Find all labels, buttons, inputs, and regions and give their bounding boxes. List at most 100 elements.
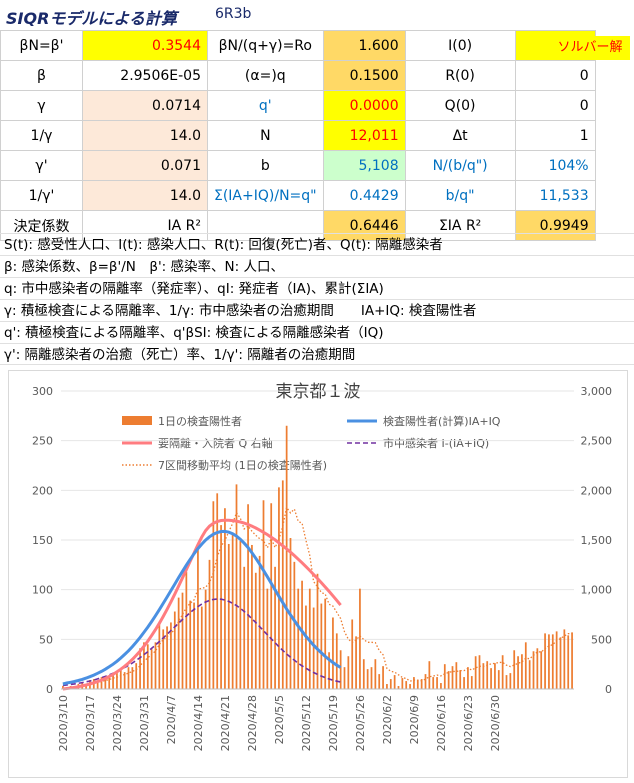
bar <box>440 683 442 689</box>
x-tick-label: 2020/3/31 <box>138 695 151 751</box>
bar <box>355 636 357 689</box>
y-left-tick-label: 50 <box>39 633 53 646</box>
param-value-cell[interactable]: 12,011 <box>322 120 406 151</box>
param-value-cell[interactable]: 0 <box>514 60 596 91</box>
bar <box>131 667 134 689</box>
bar <box>351 619 354 689</box>
bar <box>567 635 570 689</box>
bar <box>239 540 242 689</box>
bar <box>200 606 203 689</box>
bar <box>247 504 249 689</box>
param-value-cell[interactable]: IA R² <box>82 210 208 241</box>
bar <box>494 663 496 689</box>
bar <box>521 654 523 689</box>
bar <box>224 508 226 689</box>
bar <box>513 650 516 689</box>
bar <box>386 684 388 689</box>
bar <box>524 642 527 689</box>
bar <box>401 678 404 689</box>
param-value-cell[interactable]: 0.1500 <box>322 60 406 91</box>
param-row: β 2.9506E-05 (α=)q 0.1500 R(0) 0 <box>0 60 596 91</box>
param-label: (α=)q <box>207 60 324 91</box>
bar <box>563 629 566 689</box>
bar <box>100 677 103 689</box>
param-value-cell[interactable]: 1 <box>514 120 596 151</box>
bar <box>555 631 558 689</box>
param-value-cell[interactable]: 11,533 <box>514 180 596 211</box>
moving-average-line <box>85 505 573 686</box>
param-value-cell[interactable]: 0.0714 <box>82 90 208 121</box>
bar <box>258 555 261 689</box>
bar-series <box>62 425 573 689</box>
bar <box>208 559 211 689</box>
param-value-cell[interactable]: 0.0000 <box>322 90 406 121</box>
bar <box>544 633 546 689</box>
bar <box>235 484 238 689</box>
chart-legend: 1日の検査陽性者 検査陽性者(計算)IA+IQ 要隔離・入院者 Q 右軸 市中感染者 … <box>122 414 501 472</box>
legend-label: 要隔離・入院者 Q 右軸 <box>158 436 273 450</box>
x-tick-label: 2020/4/14 <box>192 695 205 751</box>
description-line: γ': 隔離感染者の治癒（死亡）率、1/γ': 隔離者の治癒期間 <box>0 343 634 365</box>
bar <box>324 598 327 689</box>
param-label: 1/γ <box>0 120 83 151</box>
param-value-cell[interactable]: 0.3544 <box>82 30 208 61</box>
legend-label: 市中感染者 I-(IA+IQ) <box>383 436 489 450</box>
bar <box>123 672 126 689</box>
param-value-cell[interactable]: 104% <box>514 150 596 181</box>
y-right-tick-label: 1,500 <box>581 534 613 547</box>
description-line: γ: 積極検査による隔離率、1/γ: 市中感染者の治癒期間 IA+IQ: 検査陽… <box>0 299 634 321</box>
param-value-cell[interactable]: 1.600 <box>322 30 406 61</box>
bar <box>382 666 384 689</box>
bar <box>166 626 168 689</box>
bar <box>220 525 222 689</box>
bar <box>532 651 535 689</box>
bar <box>409 684 411 689</box>
param-value-cell[interactable]: 0 <box>514 90 596 121</box>
param-label: I(0) <box>404 30 516 61</box>
legend-label: 7区間移動平均 (1日の検査陽性者) <box>158 458 327 472</box>
bar <box>96 681 99 689</box>
bar <box>305 605 307 689</box>
param-label: N/(b/q") <box>404 150 516 181</box>
y-left-tick-label: 100 <box>32 584 53 597</box>
bar <box>150 649 153 689</box>
y-left-tick-label: 300 <box>32 385 53 398</box>
param-value-cell[interactable]: 0.9949 <box>514 210 596 241</box>
param-value-cell[interactable]: 0.071 <box>82 150 208 181</box>
param-value-cell[interactable]: 14.0 <box>82 180 208 211</box>
bar <box>185 571 188 689</box>
legend-swatch <box>122 416 152 425</box>
legend-label: 検査陽性者(計算)IA+IQ <box>383 414 501 428</box>
param-value-cell[interactable]: 14.0 <box>82 120 208 151</box>
bar <box>374 659 377 689</box>
bar <box>189 600 192 689</box>
x-tick-label: 2020/6/9 <box>408 695 421 744</box>
param-value-cell[interactable]: 5,108 <box>322 150 406 181</box>
chart-svg: 東京都１波 1日の検査陽性者 検査陽性者(計算)IA+IQ 要隔離・入院者 Q 右軸… <box>32 382 613 751</box>
y-left-tick-label: 250 <box>32 435 53 448</box>
bar <box>540 651 543 689</box>
bar <box>416 680 419 689</box>
bar <box>459 670 462 689</box>
bar <box>359 588 361 689</box>
y-right-tick-label: 0 <box>605 683 612 696</box>
bar <box>490 668 492 689</box>
bar <box>420 679 423 689</box>
parameter-table: βN=β' 0.3544 βN/(q+γ)=Ro 1.600 I(0) 43.6… <box>0 30 596 241</box>
chart-container: 東京都１波 1日の検査陽性者 検査陽性者(計算)IA+IQ 要隔離・入院者 Q 右軸… <box>8 370 628 778</box>
param-value-cell[interactable]: 0.4429 <box>322 180 406 211</box>
param-value-cell[interactable]: 2.9506E-05 <box>82 60 208 91</box>
bar <box>146 644 149 689</box>
description-line: S(t): 感受性人口、I(t): 感染人口、R(t): 回復(死亡)者、Q(t… <box>0 233 634 255</box>
bar <box>270 503 273 689</box>
bar <box>243 566 246 689</box>
x-tick-label: 2020/5/12 <box>300 695 313 751</box>
x-tick-label: 2020/6/30 <box>489 695 502 751</box>
bar <box>139 648 141 689</box>
y-right-tick-label: 3,000 <box>581 385 613 398</box>
positive-calc-line <box>62 529 342 686</box>
bar <box>197 546 199 689</box>
bar <box>112 675 114 689</box>
bar <box>328 652 330 689</box>
bar <box>181 592 184 689</box>
